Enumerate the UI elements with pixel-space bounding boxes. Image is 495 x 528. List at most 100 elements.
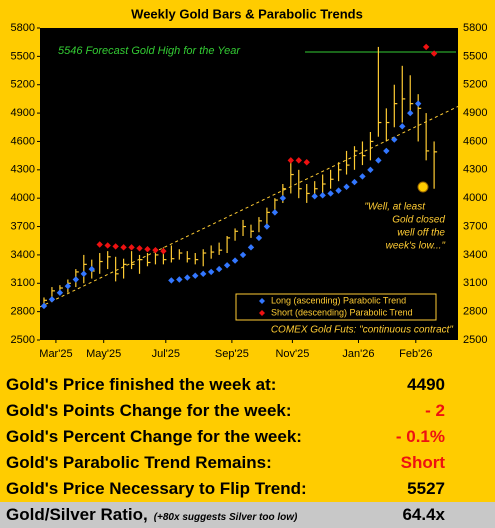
label-text: Gold's Points Change for the week: bbox=[6, 401, 292, 420]
chart-title: Weekly Gold Bars & Parabolic Trends bbox=[131, 6, 363, 21]
row-value: - 0.1% bbox=[395, 427, 445, 446]
table-row: Gold's Parabolic Trend Remains: Short bbox=[0, 450, 495, 476]
parabolic-dot bbox=[136, 245, 143, 252]
y-tick-label: 3700 bbox=[11, 220, 35, 232]
row-label: Gold's Price finished the week at: bbox=[6, 375, 276, 395]
y2-tick-label: 3700 bbox=[463, 220, 487, 232]
parabolic-dot bbox=[407, 109, 414, 117]
parabolic-dot bbox=[247, 244, 255, 251]
row-label: Gold's Percent Change for the week: bbox=[6, 427, 302, 447]
table-row: Gold's Percent Change for the week: - 0.1… bbox=[0, 424, 495, 450]
legend-marker bbox=[259, 310, 265, 316]
parabolic-dot bbox=[64, 282, 72, 290]
quote-line: well off the bbox=[397, 228, 445, 239]
smiley bbox=[417, 181, 429, 193]
parabolic-dot bbox=[327, 190, 334, 197]
quote-line: Gold closed bbox=[392, 215, 445, 226]
parabolic-dot bbox=[430, 50, 438, 57]
parabolic-dot bbox=[128, 244, 135, 251]
parabolic-dot bbox=[223, 262, 231, 269]
parabolic-dot bbox=[231, 257, 239, 264]
y2-tick-label: 5800 bbox=[463, 22, 487, 34]
table-row: Gold/Silver Ratio, (+80x suggests Silver … bbox=[0, 502, 495, 528]
parabolic-dot bbox=[144, 246, 151, 253]
row-label: Gold's Parabolic Trend Remains: bbox=[6, 453, 272, 473]
parabolic-dot bbox=[287, 157, 294, 164]
parabolic-dot bbox=[112, 243, 119, 250]
row-value: 64.4x bbox=[402, 505, 445, 524]
parabolic-dot bbox=[414, 100, 422, 107]
parabolic-dot bbox=[184, 274, 191, 281]
parabolic-dot bbox=[359, 173, 366, 180]
parabolic-dot bbox=[303, 159, 310, 166]
parabolic-dot bbox=[375, 157, 382, 164]
parabolic-dot bbox=[215, 265, 223, 273]
label-text: Gold's Price Necessary to Flip Trend: bbox=[6, 479, 307, 498]
y-tick-label: 4900 bbox=[11, 107, 35, 119]
parabolic-dot bbox=[422, 43, 430, 51]
y-tick-label: 5200 bbox=[11, 79, 35, 91]
parabolic-dot bbox=[255, 234, 263, 242]
y2-tick-label: 4600 bbox=[463, 135, 487, 147]
parabolic-dot bbox=[88, 265, 95, 273]
y2-tick-label: 3100 bbox=[463, 277, 487, 289]
parabolic-dot bbox=[239, 251, 247, 259]
parabolic-dot bbox=[200, 270, 207, 278]
parabolic-dot bbox=[96, 241, 103, 248]
parabolic-dot bbox=[367, 166, 374, 174]
y-tick-label: 4300 bbox=[11, 164, 35, 176]
legend-label: Long (ascending) Parabolic Trend bbox=[271, 295, 406, 305]
parabolic-dot bbox=[80, 270, 87, 278]
parabolic-dot bbox=[351, 178, 358, 186]
parabolic-dot bbox=[168, 277, 175, 284]
quote-line: week's low..." bbox=[386, 241, 446, 252]
y-tick-label: 4600 bbox=[11, 135, 35, 147]
x-tick-label: Mar'25 bbox=[39, 348, 72, 360]
x-tick-label: Sep'25 bbox=[215, 348, 249, 360]
row-value: 5527 bbox=[407, 479, 445, 498]
parabolic-dot bbox=[120, 244, 127, 251]
x-tick-label: Nov'25 bbox=[275, 348, 309, 360]
label-text: Gold's Parabolic Trend Remains: bbox=[6, 453, 272, 472]
y2-tick-label: 3400 bbox=[463, 249, 487, 261]
parabolic-dot bbox=[56, 289, 64, 296]
x-tick-label: Jan'26 bbox=[342, 348, 374, 360]
quote-line: "Well, at least bbox=[364, 202, 426, 213]
y2-tick-label: 4300 bbox=[463, 164, 487, 176]
row-value: - 2 bbox=[425, 401, 445, 420]
y2-tick-label: 2800 bbox=[463, 306, 487, 318]
x-tick-label: Jul'25 bbox=[152, 348, 180, 360]
row-value: Short bbox=[400, 453, 445, 472]
parabolic-dot bbox=[311, 193, 318, 200]
chart: Weekly Gold Bars & Parabolic Trends 2500… bbox=[11, 6, 488, 360]
table-row: Gold's Price finished the week at: 4490 bbox=[0, 372, 495, 398]
parabolic-dot bbox=[176, 276, 183, 283]
parabolic-dot bbox=[72, 276, 80, 283]
y-tick-label: 3100 bbox=[11, 277, 35, 289]
forecast-label: 5546 Forecast Gold High for the Year bbox=[58, 45, 241, 57]
source-note: COMEX Gold Futs: "continuous contract" bbox=[271, 325, 454, 336]
table-row: Gold's Points Change for the week: - 2 bbox=[0, 398, 495, 424]
parabolic-dot bbox=[40, 302, 48, 310]
legend-marker bbox=[259, 298, 265, 304]
parabolic-dot bbox=[271, 209, 279, 216]
row-label: Gold's Points Change for the week: bbox=[6, 401, 292, 421]
label-text: Gold's Price finished the week at: bbox=[6, 375, 277, 394]
parabolic-dot bbox=[152, 246, 159, 254]
row-label: Gold's Price Necessary to Flip Trend: bbox=[6, 479, 307, 499]
parabolic-dot bbox=[295, 157, 302, 164]
y-tick-label: 4000 bbox=[11, 192, 35, 204]
parabolic-dot bbox=[343, 183, 350, 191]
row-value: 4490 bbox=[407, 375, 445, 394]
y-tick-label: 2500 bbox=[11, 334, 35, 346]
parabolic-dot bbox=[263, 223, 271, 230]
y2-tick-label: 5500 bbox=[463, 50, 487, 62]
parabolic-dot bbox=[399, 123, 406, 130]
y-tick-label: 5800 bbox=[11, 22, 35, 34]
parabolic-dot bbox=[335, 187, 342, 194]
y-tick-label: 5500 bbox=[11, 50, 35, 62]
y2-tick-label: 2500 bbox=[463, 334, 487, 346]
parabolic-dot bbox=[391, 136, 398, 143]
y2-tick-label: 4900 bbox=[463, 107, 487, 119]
